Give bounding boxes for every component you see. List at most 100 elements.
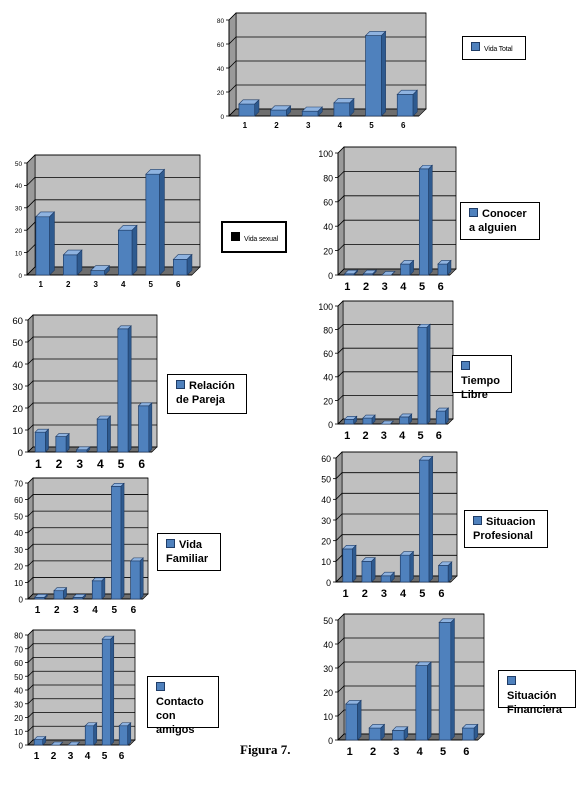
x-tick-label: 4	[97, 457, 104, 471]
y-tick-label: 50	[323, 616, 333, 626]
bar	[117, 325, 132, 453]
chart-situacion-financiera: 0 10 20 30 40 50 1 2 3 4 5 6	[308, 612, 488, 767]
bar-front	[438, 565, 449, 583]
legend-label: Situacion Profesional	[473, 516, 536, 542]
bar-side	[412, 89, 418, 117]
bar-side	[408, 413, 413, 425]
gridline	[26, 154, 200, 164]
gridline	[26, 266, 200, 276]
gridline	[27, 684, 135, 691]
gridline	[27, 593, 148, 600]
gridline	[335, 575, 457, 583]
chart-tiempo-libre: 0 20 40 60 80 100 1 2 3 4 5 6	[308, 298, 458, 446]
gridline	[27, 657, 135, 663]
gridline	[27, 712, 135, 718]
x-tick-label: 3	[68, 751, 74, 762]
gridline	[26, 244, 200, 253]
x-tick-label: 6	[138, 457, 145, 471]
bar	[145, 168, 166, 276]
gridline	[27, 643, 135, 650]
gridline	[228, 12, 426, 21]
x-tick-label: 6	[438, 588, 444, 600]
x-tick-label: 1	[343, 588, 349, 600]
bar	[418, 455, 434, 583]
x-tick-label: 3	[306, 121, 311, 130]
x-tick-label: 3	[76, 457, 83, 471]
bar-side	[317, 106, 323, 117]
bar-front	[118, 725, 129, 746]
bar-front	[238, 103, 256, 117]
bar-side	[447, 259, 452, 276]
bar-side	[148, 402, 153, 453]
x-tick-label: 1	[344, 281, 350, 293]
x-tick-label: 2	[56, 457, 63, 471]
legend-swatch	[461, 361, 470, 370]
gridline	[27, 314, 157, 321]
bar	[381, 271, 396, 276]
bar	[238, 99, 260, 117]
gridline	[335, 492, 457, 500]
gridline	[335, 554, 457, 562]
y-tick-label: 50	[14, 513, 23, 522]
chart-legend: Vida Total	[462, 36, 526, 60]
bar-front	[76, 449, 88, 453]
x-tick-label: 6	[438, 281, 444, 293]
gridline	[337, 244, 456, 251]
bar-side	[76, 741, 80, 746]
gridline	[337, 637, 484, 645]
legend-label: Contacto con amigos	[156, 696, 204, 736]
plot-side-wall	[337, 146, 345, 276]
y-tick-label: 0	[220, 114, 224, 121]
bar-front	[63, 254, 78, 276]
bar-side	[349, 97, 355, 117]
bar-front	[368, 727, 382, 741]
chart-relacion-de-pareja: 0 10 20 30 40 50 60 1 2 3 4 5 6	[0, 310, 165, 475]
y-tick-label: 40	[15, 183, 23, 190]
y-tick-label: 0	[328, 420, 333, 430]
bar	[343, 269, 359, 276]
gridline	[335, 513, 457, 521]
y-tick-label: 0	[18, 448, 23, 459]
x-tick-label: 2	[54, 605, 60, 616]
bar-front	[117, 328, 129, 453]
bar	[67, 741, 81, 746]
x-tick-label: 6	[119, 751, 125, 762]
bar	[129, 557, 144, 600]
bar	[118, 722, 132, 746]
y-tick-label: 0	[19, 742, 24, 751]
gridline	[337, 685, 484, 693]
gridline	[337, 613, 484, 621]
chart-legend: Relación de Pareja	[167, 374, 247, 414]
bar-side	[409, 550, 414, 583]
gridline	[337, 371, 453, 378]
bar	[91, 577, 106, 600]
y-tick-label: 0	[326, 578, 331, 588]
bar-side	[427, 661, 432, 741]
chart-plot: 0 10 20 30 40 50 1 2 3 4 5 6	[323, 613, 485, 758]
bar-side	[127, 325, 132, 453]
x-tick-label: 2	[274, 121, 279, 130]
gridline	[27, 698, 135, 705]
x-tick-label: 4	[92, 605, 98, 616]
x-tick-label: 6	[463, 746, 469, 758]
y-tick-label: 30	[14, 546, 23, 555]
x-tick-label: 3	[393, 746, 399, 758]
y-tick-label: 50	[12, 338, 23, 349]
bar	[110, 482, 125, 600]
gridline	[335, 472, 457, 479]
x-tick-label: 4	[338, 121, 343, 130]
bar-side	[93, 722, 98, 746]
bar-front	[84, 725, 95, 746]
bar-side	[59, 741, 63, 746]
bar	[461, 723, 479, 741]
x-tick-label: 5	[369, 121, 374, 130]
y-tick-label: 10	[12, 426, 23, 437]
y-tick-label: 20	[323, 396, 333, 406]
chart-legend: Conocer a alguien	[460, 202, 540, 240]
bar-side	[380, 723, 385, 741]
bar-front	[435, 410, 446, 425]
bar-front	[173, 258, 188, 276]
plot-back-wall	[343, 146, 457, 270]
bar	[380, 571, 396, 583]
bar-side	[473, 723, 479, 741]
